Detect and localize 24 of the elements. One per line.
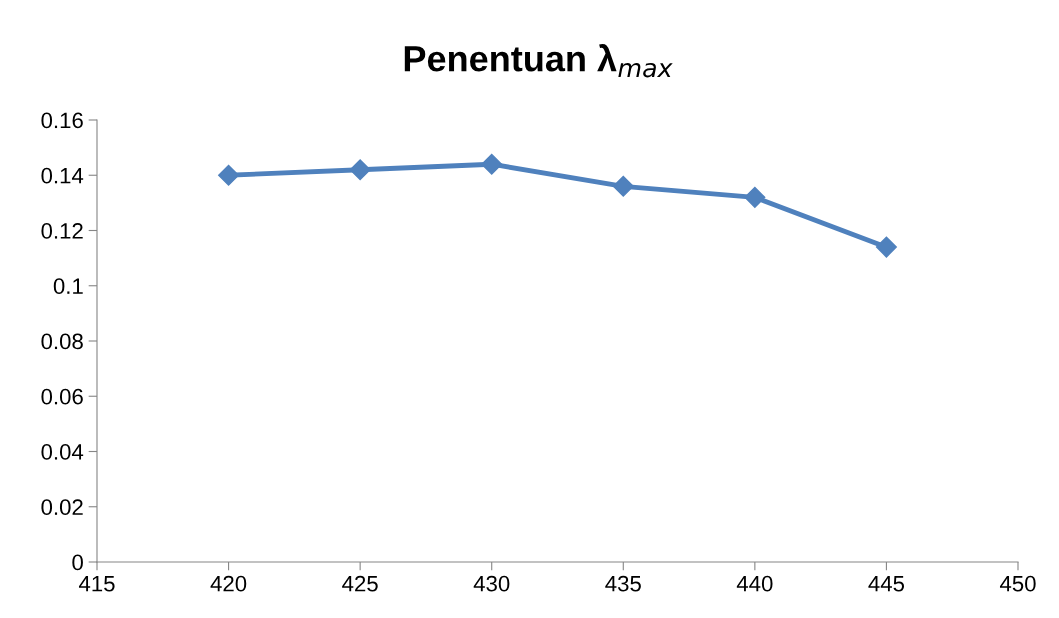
- y-tick-label: 0.12: [41, 223, 83, 239]
- point: [218, 164, 240, 186]
- y-tick-label: 0.08: [41, 333, 83, 350]
- y-tick-label: 0.14: [41, 167, 84, 184]
- y-tick-label: 0.16: [41, 112, 83, 129]
- y-tick-label: 0.04: [41, 444, 84, 460]
- x-tick-label: 435: [605, 575, 641, 592]
- point: [744, 186, 766, 208]
- point: [875, 236, 897, 258]
- x-tick-label: 440: [736, 575, 773, 592]
- point: [612, 175, 634, 197]
- x-tick-label: 425: [342, 575, 378, 592]
- point: [349, 159, 371, 181]
- x-tick-label: 450: [999, 575, 1036, 592]
- point: [481, 153, 503, 175]
- y-tick-label: 0.1: [53, 278, 83, 295]
- y-tick-label: 0.02: [41, 499, 83, 516]
- x-tick-label: 415: [78, 576, 115, 592]
- chart-title: Penentuan λ$_{max}$: [404, 44, 673, 78]
- x-tick-label: 445: [868, 576, 905, 592]
- x-tick-label: 420: [210, 575, 247, 592]
- y-tick-label: 0: [72, 554, 83, 571]
- x-tick-label: 430: [473, 575, 510, 592]
- y-tick-label: 0.06: [41, 388, 83, 405]
